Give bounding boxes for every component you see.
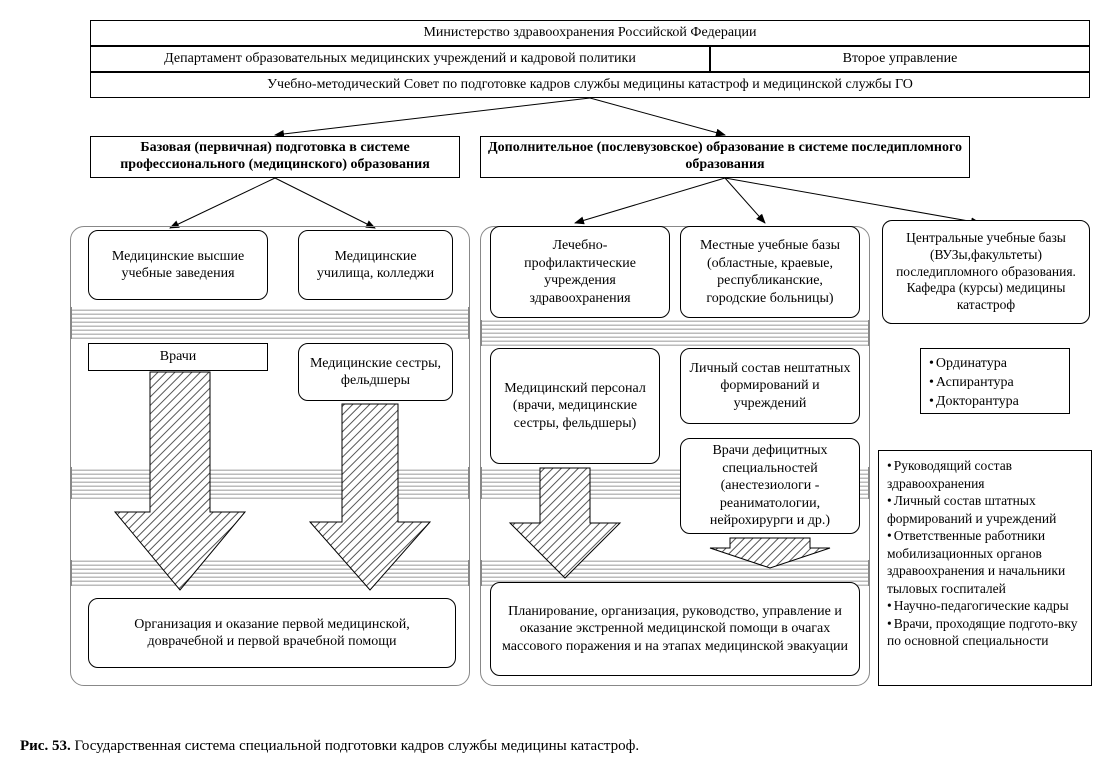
edge-left-b bbox=[275, 178, 375, 228]
branch-postgrad-training: Дополнительное (послевузовское) образова… bbox=[480, 136, 970, 178]
item-mobilization-officers: Ответственные работники мобилизационных … bbox=[887, 527, 1083, 597]
item-specialty-doctors: Врачи, проходящие подгото-вку по основно… bbox=[887, 615, 1083, 650]
box-med-universities: Медицинские высшие учебные заведения bbox=[88, 230, 268, 300]
box-deficit-doctors: Врачи дефицитных специальностей (анестез… bbox=[680, 438, 860, 534]
edge-right-b bbox=[725, 178, 765, 223]
box-nurses-feldshers: Медицинские сестры, фельдшеры bbox=[298, 343, 453, 401]
edge-council-to-left bbox=[275, 98, 590, 135]
box-irregular-staff: Личный состав нештатных формирований и у… bbox=[680, 348, 860, 424]
box-med-colleges: Медицинские училища, колледжи bbox=[298, 230, 453, 300]
box-academic-programs: Ординатура Аспирантура Докторантура bbox=[920, 348, 1070, 414]
box-local-training-bases: Местные учебные базы (областные, краевые… bbox=[680, 226, 860, 318]
box-staff-categories: Руководящий состав здравоохранения Личны… bbox=[878, 450, 1092, 686]
edge-council-to-right bbox=[590, 98, 725, 135]
arrow-big-right-1 bbox=[510, 468, 620, 578]
item-leadership: Руководящий состав здравоохранения bbox=[887, 457, 1083, 492]
box-central-training-bases: Центральные учебные базы (ВУЗы,факультет… bbox=[882, 220, 1090, 324]
header-second-directorate: Второе управление bbox=[710, 46, 1090, 72]
arrow-small-right-2 bbox=[710, 538, 830, 568]
header-council: Учебно-методический Совет по подготовке … bbox=[90, 72, 1090, 98]
caption-label: Рис. 53. bbox=[20, 738, 71, 754]
caption-text: Государственная система специальной подг… bbox=[74, 738, 639, 754]
edge-right-a bbox=[575, 178, 725, 223]
header-ministry: Министерство здравоохранения Российской … bbox=[90, 20, 1090, 46]
box-med-personnel: Медицинский персонал (врачи, медицинские… bbox=[490, 348, 660, 464]
item-doctorantura: Докторантура bbox=[929, 393, 1061, 412]
edge-left-a bbox=[170, 178, 275, 228]
arrow-big-left-1 bbox=[115, 372, 245, 590]
item-regular-staff: Личный состав штатных формирований и учр… bbox=[887, 492, 1083, 527]
edge-right-c bbox=[725, 178, 980, 223]
box-first-aid-org: Организация и оказание первой медицинско… bbox=[88, 598, 456, 668]
header-department: Департамент образовательных медицинских … bbox=[90, 46, 710, 72]
figure-caption: Рис. 53. Государственная система специал… bbox=[20, 738, 639, 755]
box-health-institutions: Лечебно-профилактические учреждения здра… bbox=[490, 226, 670, 318]
box-doctors: Врачи bbox=[88, 343, 268, 371]
item-ordinatura: Ординатура bbox=[929, 355, 1061, 374]
arrow-big-left-2 bbox=[310, 404, 430, 590]
item-academic-staff: Научно-педагогические кадры bbox=[887, 597, 1083, 615]
box-planning-management: Планирование, организация, руководство, … bbox=[490, 582, 860, 676]
branch-basic-training: Базовая (первичная) подготовка в системе… bbox=[90, 136, 460, 178]
item-aspirantura: Аспирантура bbox=[929, 374, 1061, 393]
diagram-root: Министерство здравоохранения Российской … bbox=[20, 20, 1093, 720]
